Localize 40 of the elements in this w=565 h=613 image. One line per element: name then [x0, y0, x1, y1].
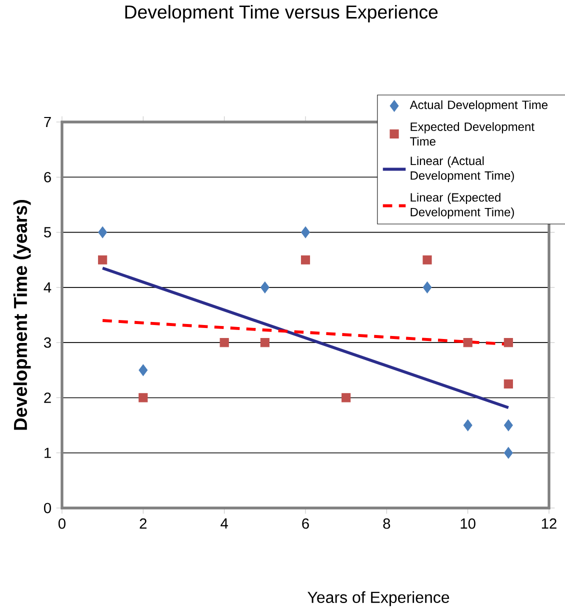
point — [138, 364, 148, 376]
point — [98, 255, 108, 264]
point — [300, 255, 310, 264]
y-axis-title: Development Time (years) — [13, 200, 31, 430]
x-tick-label: 6 — [302, 518, 309, 529]
point — [504, 419, 513, 432]
y-tick-label: 7 — [44, 116, 51, 128]
legend-label: Actual Development Time — [410, 100, 548, 112]
point — [260, 338, 270, 348]
x-tick-label: 8 — [383, 518, 390, 529]
point — [98, 226, 108, 238]
y-tick-label: 3 — [44, 337, 51, 348]
y-tick-label: 2 — [44, 392, 51, 403]
y-tick-label: 1 — [44, 448, 51, 458]
x-tick-label: 2 — [140, 518, 147, 529]
y-tick-label: 6 — [44, 172, 51, 182]
point — [220, 338, 229, 348]
y-tick-label: 0 — [44, 502, 52, 514]
chart-title: Development Time versus Experience — [125, 4, 438, 22]
point — [504, 446, 513, 459]
x-tick-label: 12 — [542, 518, 556, 529]
x-tick-label: 4 — [220, 518, 228, 528]
point — [504, 338, 513, 348]
legend-label: Linear (Expected Development Time) — [410, 192, 514, 219]
point — [463, 419, 472, 432]
point — [342, 393, 351, 402]
point — [301, 226, 310, 238]
point — [260, 282, 270, 294]
legend-label: Linear (Actual Development Time) — [410, 156, 514, 182]
legend-label: Expected Development Time — [410, 122, 534, 146]
point — [138, 393, 148, 402]
point — [504, 379, 513, 388]
point — [422, 282, 432, 294]
x-tick-label: 10 — [460, 518, 476, 529]
y-tick-label: 4 — [44, 282, 52, 292]
point — [422, 255, 432, 264]
x-axis-title: Years of Experience — [308, 591, 450, 606]
point — [463, 338, 472, 348]
y-tick-label: 5 — [44, 227, 51, 238]
x-tick-label: 0 — [58, 518, 66, 529]
